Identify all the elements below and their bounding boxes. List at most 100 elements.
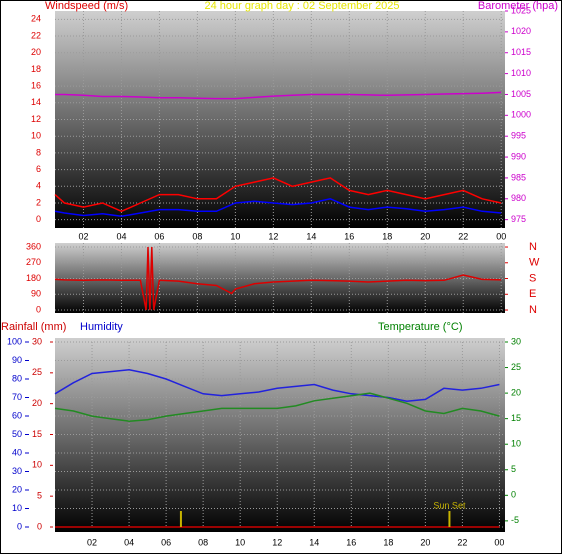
y-tick-label: 60 — [12, 410, 22, 420]
y-tick-label: 985 — [511, 172, 526, 182]
y-tick-label: N — [529, 241, 537, 253]
y-tick-label: 15 — [511, 413, 521, 423]
axis-label: Humidity — [80, 321, 123, 333]
x-tick-label: 04 — [124, 537, 134, 547]
x-tick-label: 06 — [154, 231, 164, 241]
y-tick-label: 90 — [31, 289, 41, 299]
x-tick-label: 06 — [161, 537, 171, 547]
y-tick-label: 50 — [12, 429, 22, 439]
x-tick-label: 00 — [496, 231, 506, 241]
y-tick-label: 5 — [37, 491, 42, 501]
y-tick-label: 2 — [36, 197, 41, 207]
y-tick-label: 14 — [31, 97, 41, 107]
series-line — [55, 91, 502, 100]
y-tick-label: 80 — [12, 373, 22, 383]
x-tick-label: 22 — [457, 537, 467, 547]
series-line — [54, 198, 502, 218]
x-tick-label: 10 — [230, 231, 240, 241]
y-tick-label: 0 — [511, 490, 516, 500]
y-tick-label: 40 — [12, 447, 22, 457]
y-tick-label: 100 — [7, 336, 22, 346]
y-tick-label: W — [529, 257, 540, 269]
x-tick-label: 00 — [494, 537, 504, 547]
y-tick-label: 180 — [26, 273, 41, 283]
y-tick-label: 10 — [32, 460, 42, 470]
x-tick-label: 04 — [116, 231, 126, 241]
y-tick-label: 990 — [511, 151, 526, 161]
x-tick-label: 20 — [420, 537, 430, 547]
series-line — [54, 246, 502, 311]
y-tick-label: 90 — [12, 355, 22, 365]
x-tick-label: 02 — [87, 537, 97, 547]
y-tick-label: 995 — [511, 131, 526, 141]
y-tick-label: 1015 — [511, 47, 531, 57]
y-tick-label: -5 — [511, 515, 519, 525]
axis-label: Temperature (°C) — [378, 321, 462, 333]
y-tick-label: 12 — [31, 114, 41, 124]
axis-label: Windspeed (m/s) — [45, 0, 128, 12]
y-tick-label: 1020 — [511, 26, 531, 36]
x-tick-label: 08 — [192, 231, 202, 241]
x-tick-label: 14 — [309, 537, 319, 547]
y-tick-label: 6 — [36, 164, 41, 174]
y-tick-label: 1000 — [511, 110, 531, 120]
y-tick-label: 980 — [511, 193, 526, 203]
x-tick-label: 20 — [420, 231, 430, 241]
y-tick-label: N — [529, 304, 537, 316]
y-tick-label: 0 — [36, 214, 41, 224]
y-tick-label: 25 — [511, 362, 521, 372]
chart-title: 24 hour graph day : 02 September 2025 — [204, 0, 399, 12]
x-tick-label: 10 — [235, 537, 245, 547]
y-tick-label: 70 — [12, 392, 22, 402]
y-tick-label: 20 — [32, 398, 42, 408]
y-tick-label: 8 — [36, 147, 41, 157]
x-tick-label: 16 — [344, 231, 354, 241]
x-tick-label: 22 — [458, 231, 468, 241]
y-tick-label: 30 — [32, 336, 42, 346]
x-tick-label: 12 — [268, 231, 278, 241]
y-tick-label: 30 — [511, 336, 521, 346]
y-tick-label: 22 — [31, 30, 41, 40]
x-tick-label: 14 — [306, 231, 316, 241]
y-tick-label: 10 — [31, 131, 41, 141]
x-tick-label: 12 — [272, 537, 282, 547]
y-tick-label: 16 — [31, 80, 41, 90]
y-tick-label: S — [529, 272, 536, 284]
y-tick-label: 4 — [36, 181, 41, 191]
y-tick-label: 0 — [37, 521, 42, 531]
y-tick-label: 24 — [31, 14, 41, 24]
y-tick-label: 25 — [32, 367, 42, 377]
x-tick-label: 02 — [78, 231, 88, 241]
y-tick-label: 5 — [511, 464, 516, 474]
y-tick-label: 15 — [32, 429, 42, 439]
y-tick-label: 20 — [12, 484, 22, 494]
y-tick-label: 270 — [26, 257, 41, 267]
y-tick-label: 1010 — [511, 68, 531, 78]
y-tick-label: 0 — [36, 304, 41, 314]
x-tick-label: 16 — [346, 537, 356, 547]
y-tick-label: 360 — [26, 241, 41, 251]
y-tick-label: E — [529, 288, 536, 300]
y-tick-label: 20 — [31, 47, 41, 57]
x-tick-label: 08 — [198, 537, 208, 547]
y-tick-label: 1025 — [511, 5, 531, 15]
annotation: Sun Set — [433, 500, 466, 510]
y-tick-label: 1005 — [511, 89, 531, 99]
axis-label: Barometer (hpa) — [478, 0, 558, 12]
y-tick-label: 18 — [31, 64, 41, 74]
series-line — [54, 392, 500, 422]
y-tick-label: 30 — [12, 466, 22, 476]
y-tick-label: 10 — [12, 503, 22, 513]
axis-label: Rainfall (mm) — [1, 321, 66, 333]
y-tick-label: 0 — [17, 521, 22, 531]
y-tick-label: 10 — [511, 439, 521, 449]
plot-background — [55, 243, 505, 313]
x-tick-label: 18 — [382, 231, 392, 241]
series-line — [54, 177, 502, 213]
series-line — [54, 369, 500, 402]
y-tick-label: 20 — [511, 387, 521, 397]
y-tick-label: 975 — [511, 214, 526, 224]
x-tick-label: 18 — [383, 537, 393, 547]
